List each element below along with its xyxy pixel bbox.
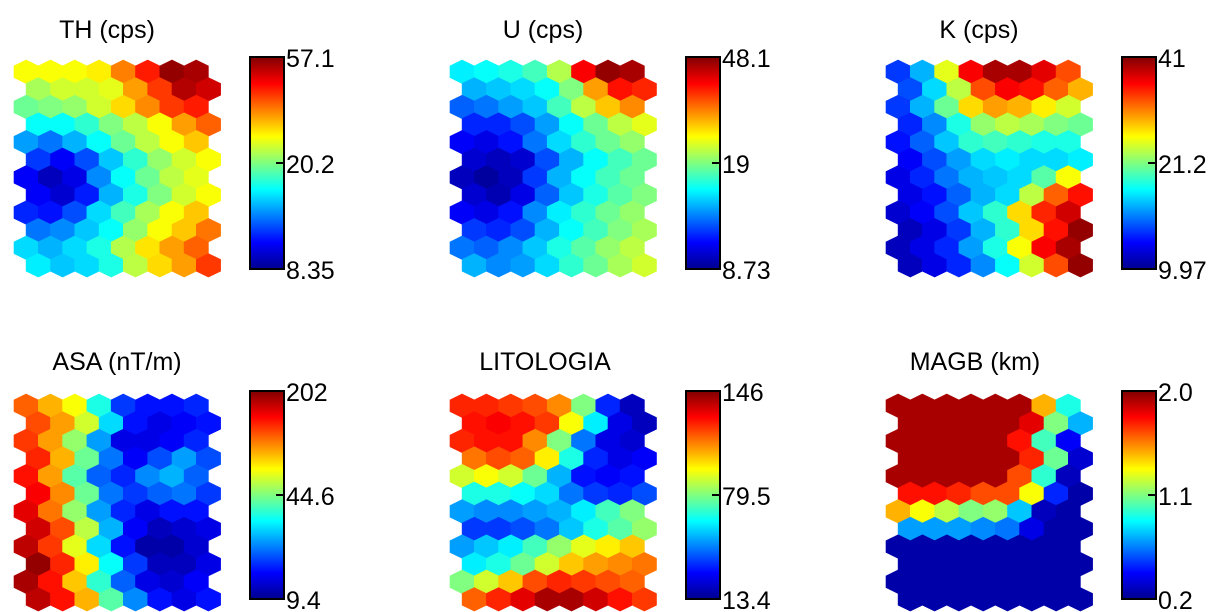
hex-map bbox=[13, 59, 221, 278]
panel-k: K (cps) 41 21.2 9.97 bbox=[885, 16, 1207, 285]
colorbar-max-label: 57.1 bbox=[286, 45, 335, 73]
colorbar-max-label: 2.0 bbox=[1158, 379, 1193, 407]
hex-map bbox=[885, 393, 1093, 612]
colorbar-min-label: 9.97 bbox=[1158, 257, 1207, 285]
colorbar-mid-label: 19 bbox=[722, 151, 750, 179]
colorbar-mid-label: 21.2 bbox=[1158, 151, 1207, 179]
colorbar-mid-label: 79.5 bbox=[722, 483, 771, 511]
panel-title: TH (cps) bbox=[59, 16, 155, 44]
hex-cell bbox=[196, 587, 221, 612]
panel-litologia: LITOLOGIA 146 79.5 13.4 bbox=[449, 348, 771, 612]
panel-th: TH (cps) 57.1 20.2 8.35 bbox=[13, 16, 335, 285]
colorbar-mid-label: 44.6 bbox=[286, 483, 335, 511]
hex-cell bbox=[1068, 253, 1093, 278]
colorbar bbox=[249, 56, 285, 270]
panel-title: MAGB (km) bbox=[910, 348, 1041, 376]
colorbar-mid-label: 1.1 bbox=[1158, 483, 1193, 511]
hex-map bbox=[885, 59, 1093, 278]
hex-map bbox=[449, 59, 657, 278]
panel-title: U (cps) bbox=[503, 16, 584, 44]
colorbar-min-label: 8.35 bbox=[286, 257, 335, 285]
hex-cell bbox=[1068, 587, 1093, 612]
hex-cell bbox=[631, 587, 657, 612]
hex-map bbox=[13, 393, 221, 612]
colorbar-max-label: 41 bbox=[1158, 45, 1186, 73]
panel-magb: MAGB (km) 2.0 1.1 0.2 bbox=[885, 348, 1193, 612]
colorbar-min-label: 8.73 bbox=[722, 257, 771, 285]
panel-title: LITOLOGIA bbox=[479, 348, 611, 376]
panel-title: ASA (nT/m) bbox=[52, 348, 181, 376]
colorbar-mid-label: 20.2 bbox=[286, 151, 335, 179]
panel-asa: ASA (nT/m) 202 44.6 9.4 bbox=[13, 348, 335, 612]
panel-title: K (cps) bbox=[939, 16, 1018, 44]
colorbar-min-label: 9.4 bbox=[286, 587, 321, 612]
colorbar-max-label: 146 bbox=[722, 379, 764, 407]
colorbar-min-label: 0.2 bbox=[1158, 587, 1193, 612]
panel-u: U (cps) 48.1 19 8.73 bbox=[449, 16, 771, 285]
colorbar-min-label: 13.4 bbox=[722, 587, 771, 612]
hex-cell bbox=[631, 253, 657, 278]
hex-map bbox=[449, 393, 657, 612]
hex-cell bbox=[196, 253, 221, 278]
colorbar-max-label: 202 bbox=[286, 379, 328, 407]
colorbar-max-label: 48.1 bbox=[722, 45, 771, 73]
